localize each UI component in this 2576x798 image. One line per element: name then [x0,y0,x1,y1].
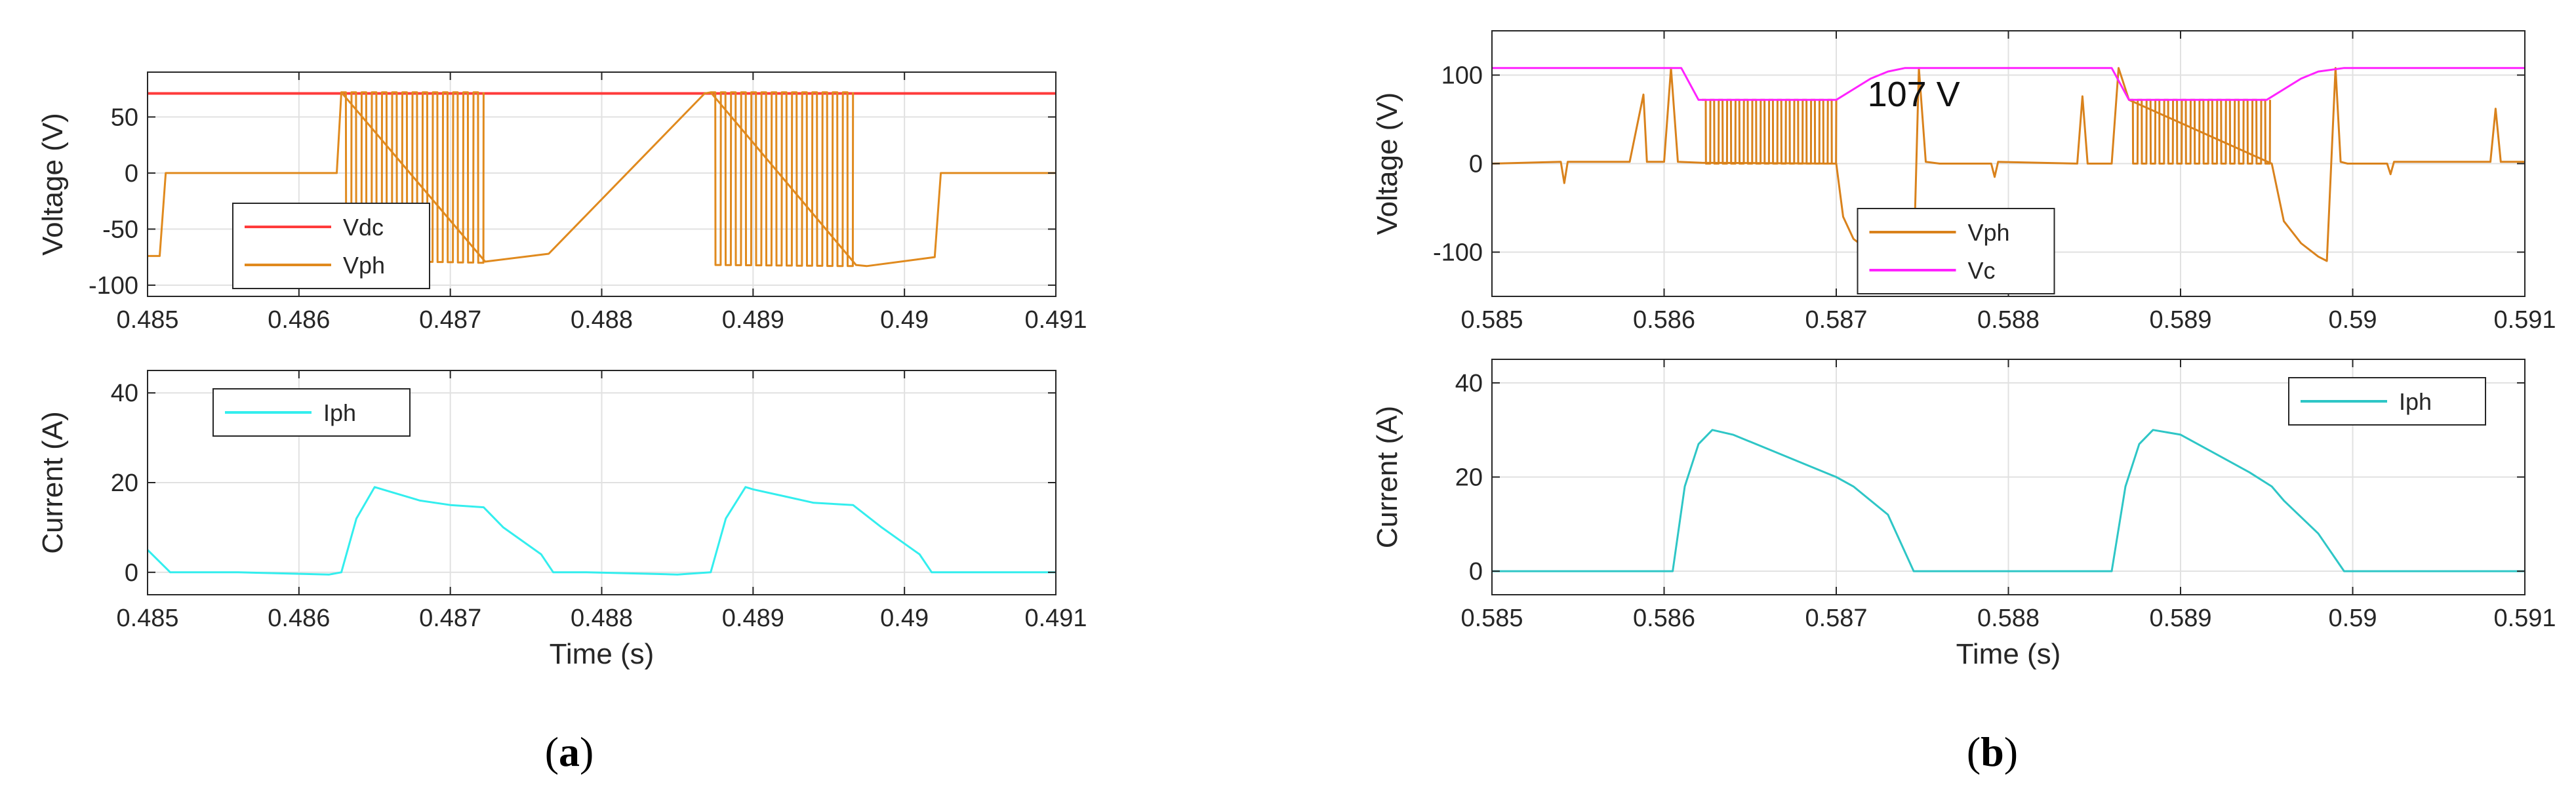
panel-caption: (a) [545,728,594,775]
legend: Vph Vc [1857,208,2055,294]
x-tick-label: 0.488 [571,605,633,632]
y-tick-label: 40 [1455,370,1483,397]
x-tick-label: 0.485 [116,306,178,334]
y-axis-label: Voltage (V) [1371,92,1403,235]
x-tick-label: 0.591 [2493,605,2556,632]
legend-entry: Vph [343,252,385,279]
data-layer [148,486,1056,576]
y-tick-label: 50 [111,104,138,131]
y-tick-label: 100 [1441,62,1483,90]
series-line-vph [1492,67,2525,264]
data-layer [148,91,1056,268]
y-tick-label: -50 [102,216,138,243]
series-line-vph [148,91,1056,268]
x-tick-label: 0.586 [1633,605,1695,632]
series-line-vph [710,91,855,268]
x-tick-label: 0.491 [1024,605,1087,632]
plot-a-current: 0.485 0.486 0.487 0.488 0.489 0.49 0.491 0 20 40 C… [37,370,1087,670]
x-tick-label: 0.487 [419,306,481,334]
x-tick-label: 0.485 [116,605,178,632]
y-tick-label: -100 [1433,239,1483,267]
legend-entry: Vc [1968,257,1996,284]
data-layer [1492,67,2525,264]
legend-entry: Iph [323,399,356,426]
x-axis-label: Time (s) [1956,638,2061,670]
x-tick-label: 0.486 [268,306,330,334]
caption-open: ( [1967,728,1981,775]
caption-letter: a [559,728,580,775]
legend-entry: Vdc [343,214,384,241]
y-tick-label: 20 [1455,464,1483,492]
plot-b-voltage: 0.585 0.586 0.587 0.588 0.589 0.59 0.591 -100 0 1… [1371,30,2556,334]
x-tick-label: 0.59 [2329,306,2377,334]
series-line-iph [148,486,1056,576]
panel-a: 0.485 0.486 0.487 0.488 0.489 0.49 0.491 -100 -5… [37,71,1087,775]
y-axis-label: Current (A) [1371,406,1403,549]
x-tick-label: 0.491 [1024,306,1087,334]
x-tick-label: 0.49 [880,605,929,632]
y-axis-label: Voltage (V) [37,113,69,256]
x-tick-label: 0.586 [1633,306,1695,334]
y-tick-label: 0 [125,559,138,587]
plot-a-voltage: 0.485 0.486 0.487 0.488 0.489 0.49 0.491 -100 -5… [37,71,1087,334]
x-tick-label: 0.588 [1977,306,2040,334]
y-tick-label: 0 [125,160,138,188]
x-tick-label: 0.59 [2329,605,2377,632]
data-layer [1492,429,2525,572]
caption-close: ) [2004,728,2018,775]
x-tick-label: 0.488 [571,306,633,334]
x-tick-label: 0.587 [1805,605,1867,632]
legend: Iph [212,388,411,437]
y-tick-label: -100 [89,272,138,300]
panel-caption: (b) [1967,728,2018,775]
legend-box [232,203,430,289]
caption-open: ( [545,728,559,775]
x-tick-label: 0.585 [1460,605,1523,632]
x-tick-label: 0.487 [419,605,481,632]
plot-b-current: 0.585 0.586 0.587 0.588 0.589 0.59 0.591 0 20 40 C… [1371,359,2556,670]
legend: Iph [2288,377,2486,426]
series-line-vph [341,91,485,264]
x-tick-label: 0.489 [722,605,784,632]
y-tick-label: 0 [1469,558,1483,586]
legend-entry: Iph [2399,388,2432,415]
x-tick-label: 0.489 [722,306,784,334]
x-tick-label: 0.588 [1977,605,2040,632]
y-tick-label: 0 [1469,151,1483,178]
legend-entry: Vph [1968,219,2010,246]
y-axis-label: Current (A) [37,411,69,554]
legend: Vdc Vph [232,203,430,289]
x-tick-label: 0.585 [1460,306,1523,334]
series-line-iph [1492,429,2525,572]
caption-close: ) [580,728,594,775]
x-tick-label: 0.591 [2493,306,2556,334]
annotation-label: 107 V [1868,75,1960,114]
panel-b: 0.585 0.586 0.587 0.588 0.589 0.59 0.591 -100 0 1… [1371,30,2556,775]
x-tick-label: 0.486 [268,605,330,632]
y-tick-label: 20 [111,469,138,497]
x-tick-label: 0.49 [880,306,929,334]
series-line-vc [1492,67,2525,101]
y-tick-label: 40 [111,380,138,407]
x-axis-label: Time (s) [550,638,654,670]
x-tick-label: 0.587 [1805,306,1867,334]
legend-box [1857,208,2055,294]
x-tick-label: 0.589 [2149,605,2211,632]
caption-letter: b [1981,728,2004,775]
x-tick-label: 0.589 [2149,306,2211,334]
